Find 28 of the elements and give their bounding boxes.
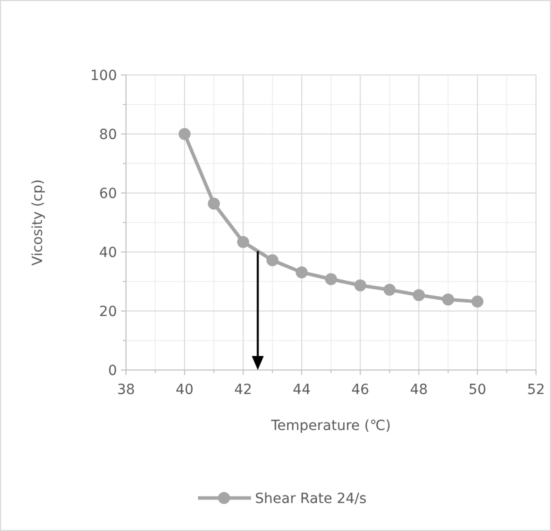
y-tick-label: 0 (108, 362, 117, 379)
point (208, 198, 220, 210)
x-tick-label: 38 (117, 382, 135, 398)
x-tick-label: 44 (292, 382, 311, 398)
x-tick-label: 52 (527, 382, 545, 398)
point (178, 128, 191, 140)
point (471, 296, 484, 308)
x-tick-label: 50 (468, 382, 486, 398)
y-tick-label: 20 (99, 304, 117, 320)
x-tick-label: 48 (410, 382, 428, 398)
point (384, 284, 396, 296)
y-tick-label: 80 (99, 126, 117, 143)
x-tick-label: 46 (351, 382, 370, 398)
point (266, 254, 278, 266)
x-tick-label: 40 (176, 382, 194, 398)
point (237, 236, 250, 248)
x-axis-title: Temperature (℃) (270, 418, 391, 434)
point (354, 279, 366, 292)
y-tick-label: 40 (99, 244, 117, 261)
y-tick-label: 100 (90, 68, 117, 84)
legend-label: Shear Rate 24/s (255, 490, 367, 507)
x-tick-label: 42 (234, 382, 252, 398)
point (296, 266, 308, 278)
point (325, 273, 337, 286)
point (412, 289, 425, 302)
point (442, 293, 454, 306)
y-tick-label: 60 (99, 186, 117, 202)
y-axis-title: Vicosity (cp) (30, 179, 46, 266)
